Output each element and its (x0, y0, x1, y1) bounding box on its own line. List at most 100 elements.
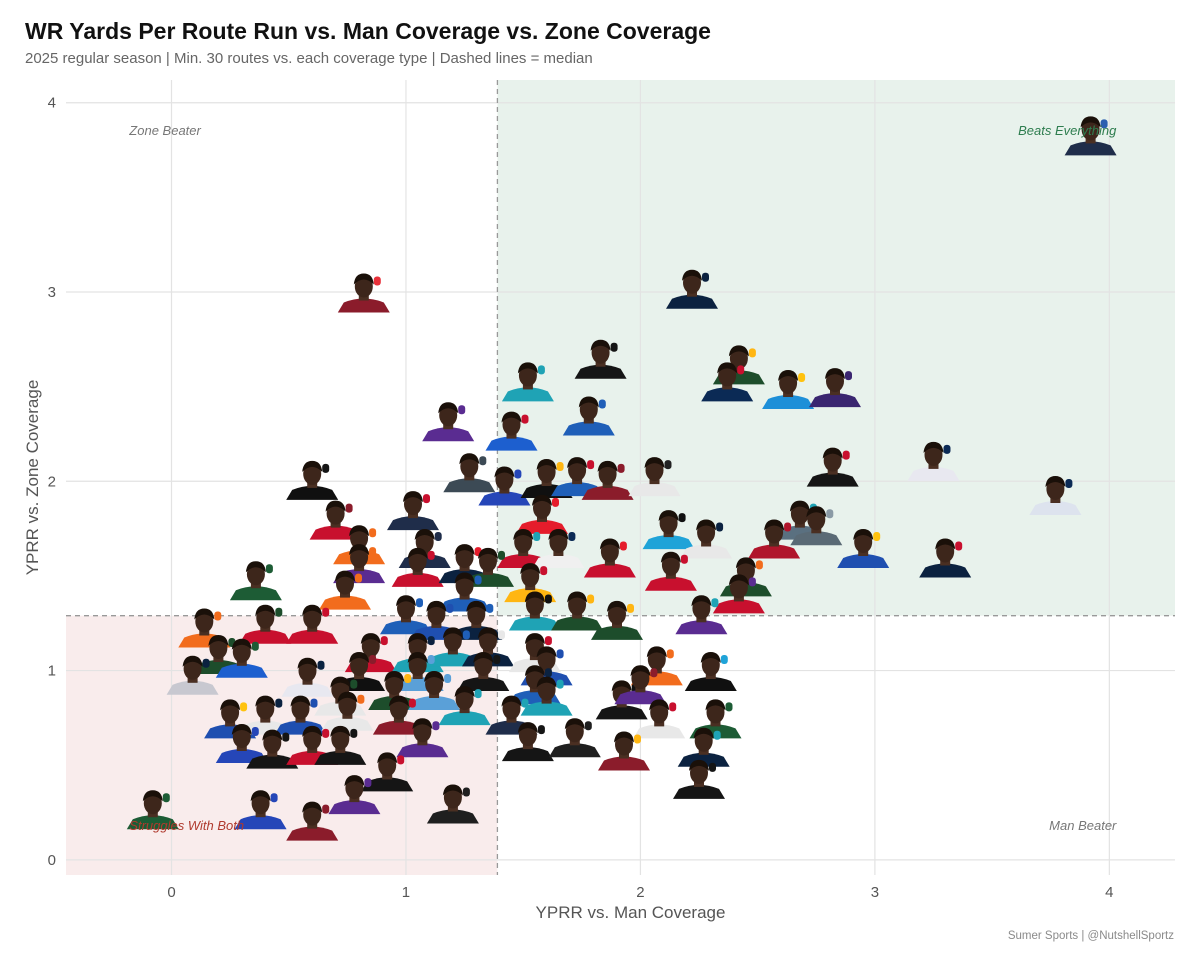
player-helmet (251, 641, 259, 651)
player-helmet (397, 755, 405, 765)
player-head (924, 443, 943, 466)
player-jersey (520, 701, 573, 716)
player-hair (691, 595, 712, 607)
player-hair (442, 784, 463, 796)
player-hair (396, 595, 416, 607)
player-helmet (521, 698, 529, 708)
player-jersey (396, 743, 449, 758)
player-hair (349, 544, 370, 556)
player-hair (789, 500, 810, 512)
player-jersey (790, 531, 843, 546)
player-hair (825, 368, 845, 380)
player-point (595, 680, 648, 720)
player-head (326, 502, 345, 525)
player-hair (344, 775, 365, 787)
player-point (532, 529, 585, 568)
player-helmet (434, 532, 442, 541)
player-helmet (357, 694, 365, 704)
player-head (378, 754, 397, 777)
player-hair (442, 627, 463, 639)
player-hair (532, 494, 552, 506)
y-tick-label: 1 (48, 663, 56, 680)
player-helmet (345, 503, 353, 513)
player-helmet (544, 636, 552, 646)
player-hair (194, 608, 215, 620)
player-point (396, 718, 449, 758)
player-head (502, 413, 521, 436)
player-helmet (610, 342, 618, 352)
player-helmet (678, 513, 686, 523)
player-point (673, 759, 725, 799)
player-hair (682, 269, 702, 281)
player-hair (454, 572, 475, 584)
player-jersey (229, 586, 282, 601)
player-helmet (350, 679, 358, 689)
player-hair (597, 460, 618, 472)
player-helmet (432, 721, 440, 731)
player-point (286, 604, 339, 644)
player-point (286, 801, 339, 841)
player-point (574, 339, 627, 379)
player-hair (412, 718, 433, 730)
player-point (457, 652, 510, 691)
player-jersey (701, 387, 754, 402)
player-helmet (364, 778, 372, 788)
player-head (350, 654, 369, 676)
player-helmet (533, 532, 541, 541)
player-hair (524, 591, 545, 603)
player-helmet (462, 787, 470, 797)
player-hair (705, 699, 726, 711)
player-hair (717, 362, 738, 374)
player-jersey (408, 696, 461, 710)
player-helmet (556, 462, 564, 471)
player-hair (778, 370, 799, 381)
player-helmet (650, 668, 658, 678)
player-helmet (369, 528, 377, 538)
player-helmet (798, 373, 806, 382)
player-helmet (537, 725, 545, 735)
y-tick-label: 0 (48, 852, 56, 869)
player-hair (644, 457, 665, 469)
player-helmet (486, 603, 494, 613)
player-helmet (680, 554, 688, 564)
player-point (286, 460, 339, 500)
player-hair (923, 441, 944, 453)
player-helmet (544, 668, 552, 678)
player-head (495, 468, 514, 491)
player-helmet (666, 649, 674, 659)
player-hair (330, 725, 351, 737)
player-helmet (587, 460, 595, 470)
player-jersey (673, 784, 725, 799)
player-head (467, 602, 486, 625)
player-jersey (286, 485, 339, 500)
player-head (303, 803, 322, 826)
player-head (256, 606, 275, 629)
player-hair (607, 600, 627, 612)
player-hair (335, 570, 355, 582)
player-hair (630, 665, 651, 677)
x-tick-label: 1 (402, 884, 410, 901)
player-head (659, 512, 678, 535)
player-jersey (443, 478, 496, 493)
player-helmet (373, 276, 381, 286)
x-axis-title: YPRR vs. Man Coverage (536, 903, 726, 922)
player-helmet (275, 607, 283, 617)
player-jersey (281, 682, 334, 697)
player-hair (245, 561, 266, 573)
player-helmet (826, 509, 834, 519)
player-head (427, 602, 446, 625)
player-hair (459, 453, 480, 465)
player-hair (231, 638, 252, 650)
player-helmet (474, 689, 482, 699)
player-point (408, 671, 461, 710)
y-tick-label: 2 (48, 473, 56, 490)
player-hair (513, 529, 534, 540)
player-hair (536, 459, 557, 470)
player-head (514, 531, 533, 553)
player-head (823, 449, 842, 472)
player-hair (564, 718, 585, 730)
player-hair (494, 466, 515, 478)
chart-title: WR Yards Per Route Run vs. Man Coverage … (25, 18, 711, 44)
player-helmet (408, 698, 416, 708)
player-jersey (548, 743, 601, 758)
